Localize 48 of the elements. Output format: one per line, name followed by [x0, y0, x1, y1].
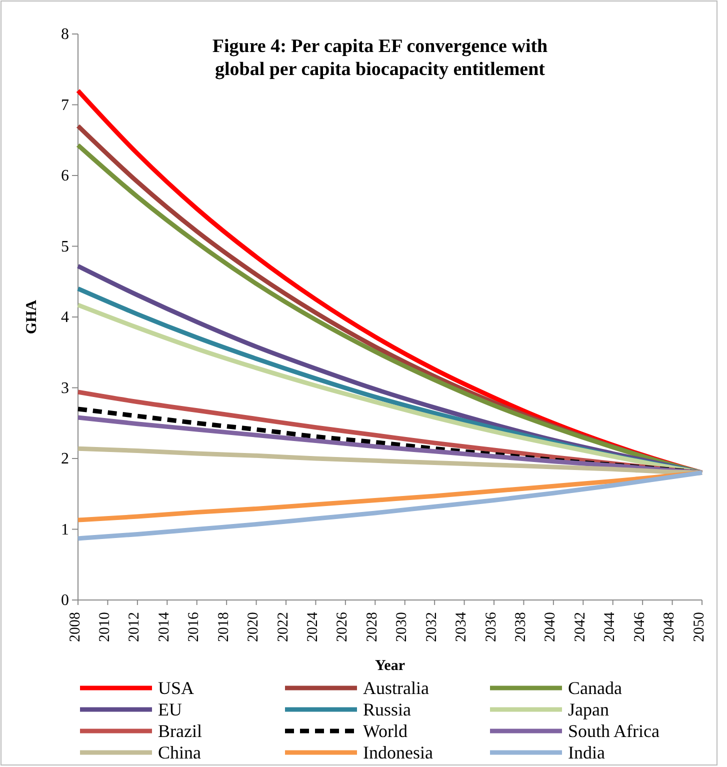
- legend-label: EU: [158, 700, 182, 720]
- y-tick-label: 4: [61, 309, 69, 326]
- x-tick-label: 2040: [542, 612, 559, 642]
- text: Figure 4: Per capita EF convergence with global per capita biocapacity entitlement: [212, 36, 548, 80]
- x-axis-title: Year: [375, 658, 406, 674]
- y-tick-label: 7: [61, 96, 69, 114]
- x-tick-label: 2028: [364, 612, 380, 642]
- x-tick-label: 2014: [156, 612, 172, 642]
- legend-label: India: [568, 742, 605, 762]
- y-tick-label: 8: [61, 26, 69, 44]
- legend-label: Russia: [363, 700, 412, 720]
- legend-label: Australia: [363, 678, 429, 698]
- y-tick-label: 1: [61, 521, 69, 538]
- x-tick-label: 2020: [246, 612, 262, 642]
- x-tick-label: 2042: [572, 612, 588, 642]
- x-tick-label: 2036: [483, 612, 500, 642]
- y-axis-title: GHA: [24, 300, 40, 334]
- x-tick-label: 2024: [304, 612, 321, 642]
- x-tick-label: 2016: [186, 612, 202, 642]
- legend-label: South Africa: [568, 721, 660, 741]
- legend-label: Canada: [568, 678, 622, 698]
- x-tick-label: 2010: [96, 612, 113, 642]
- y-tick-label: 2: [61, 450, 69, 468]
- legend-label: Brazil: [158, 721, 202, 741]
- x-tick-label: 2030: [394, 612, 410, 642]
- legend-label: China: [158, 742, 202, 762]
- legend-label: USA: [158, 678, 194, 698]
- x-tick-label: 2032: [424, 612, 440, 642]
- x-tick-label: 2048: [662, 612, 678, 642]
- x-tick-label: 2022: [275, 612, 292, 642]
- x-tick-label: 2046: [632, 612, 648, 642]
- line-series: [76, 470, 704, 541]
- x-tick-label: 2034: [454, 612, 470, 642]
- x-tick-label: 2026: [334, 612, 351, 642]
- y-tick-label: 3: [61, 380, 69, 397]
- legend-label: Japan: [568, 700, 609, 720]
- line-series: [76, 470, 704, 522]
- legend-label: World: [363, 721, 408, 741]
- x-tick-label: 2038: [512, 612, 529, 642]
- x-tick-label: 2012: [126, 612, 143, 642]
- legend-label: Indonesia: [363, 742, 433, 762]
- x-tick-label: 2044: [602, 612, 618, 642]
- x-tick-label: 2018: [216, 612, 232, 642]
- x-tick-label: 2008: [67, 612, 84, 642]
- x-tick-label: 2050: [691, 612, 708, 642]
- y-tick-label: 6: [61, 168, 69, 185]
- y-tick-label: 0: [61, 592, 69, 610]
- y-tick-label: 5: [61, 238, 69, 256]
